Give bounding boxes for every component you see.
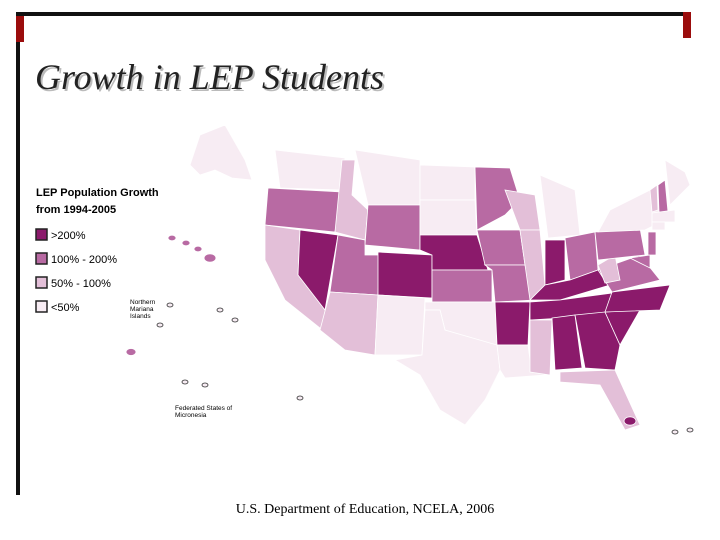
state (189, 124, 253, 181)
top-rule (18, 12, 690, 16)
state (364, 204, 421, 251)
state (483, 264, 536, 303)
island (193, 245, 203, 253)
source: U.S. Department of Education, NCELA, 200… (236, 502, 495, 517)
title: Growth in LEP Students (35, 57, 384, 97)
left-accent (16, 16, 24, 42)
island (623, 416, 637, 426)
legend-title: from 1994-2005 (36, 204, 116, 216)
state (544, 239, 566, 286)
legend-label: 50% - 100% (51, 278, 111, 290)
islet (166, 302, 174, 308)
state (574, 311, 621, 371)
islet (686, 427, 694, 433)
legend-label: 100% - 200% (51, 254, 117, 266)
state (649, 184, 659, 213)
state (551, 314, 583, 371)
state (651, 221, 666, 231)
state (664, 159, 691, 206)
legend-swatch (35, 252, 48, 265)
state (651, 209, 676, 223)
state (494, 301, 531, 346)
island (181, 239, 191, 247)
territory-label: Northern Mariana Islands (130, 299, 156, 320)
state (264, 187, 343, 233)
state (419, 199, 478, 236)
islet (201, 382, 209, 388)
legend-label: >200% (51, 230, 86, 242)
island (203, 253, 217, 263)
corner-accent (683, 12, 691, 38)
state (559, 369, 641, 431)
state (476, 229, 526, 266)
territory-label: Federated States of Micronesia (175, 405, 232, 419)
islet (296, 395, 304, 401)
legend-swatch (35, 300, 48, 313)
legend-title: LEP Population Growth (36, 187, 159, 199)
islet (231, 317, 239, 323)
state (529, 319, 553, 376)
state (374, 294, 426, 356)
state (377, 251, 433, 299)
map (125, 124, 694, 435)
state (604, 284, 671, 313)
state (431, 269, 493, 303)
islet (181, 379, 189, 385)
state (594, 227, 646, 261)
islet (156, 322, 164, 328)
state (319, 291, 379, 356)
state (393, 309, 501, 426)
state (419, 164, 476, 201)
islet (216, 307, 224, 313)
island (167, 234, 177, 242)
island (125, 348, 137, 356)
legend-label: <50% (51, 302, 80, 314)
legend-swatch (35, 276, 48, 289)
title-shadow: Growth in LEP Students (37, 59, 386, 99)
legend-swatch (35, 228, 48, 241)
state (628, 254, 651, 269)
left-rule (16, 12, 20, 495)
state (647, 231, 657, 256)
islet (671, 429, 679, 435)
